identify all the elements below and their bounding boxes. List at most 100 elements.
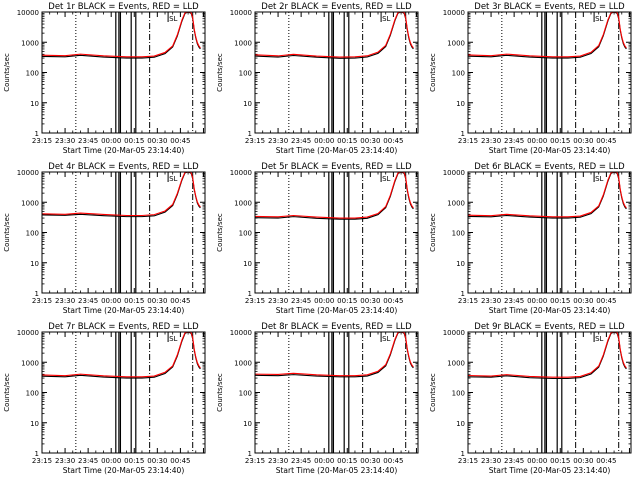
x-tick-label: 23:15 xyxy=(245,457,265,465)
x-tick-label: 23:45 xyxy=(291,137,311,145)
y-tick-label: 1000 xyxy=(21,199,39,207)
x-tick-label: 00:45 xyxy=(596,297,616,305)
series-line-lld xyxy=(255,172,414,219)
x-tick-label: 23:15 xyxy=(245,297,265,305)
chart-panel-9: Det 9r BLACK = Events, RED = LLD Counts/s… xyxy=(429,322,632,475)
plot-frame xyxy=(467,331,632,454)
chart-title: Det 8r BLACK = Events, RED = LLD xyxy=(261,322,412,332)
flag-label: SL xyxy=(382,335,390,343)
x-axis-label: Start Time (20-Mar-05 23:14:40) xyxy=(489,146,611,155)
y-tick-label: 10 xyxy=(243,100,252,108)
plot-frame xyxy=(41,331,206,454)
x-axis-label: Start Time (20-Mar-05 23:14:40) xyxy=(63,466,185,475)
x-tick-label: 00:15 xyxy=(550,297,570,305)
series-line-lld xyxy=(42,332,201,378)
chart-title: Det 7r BLACK = Events, RED = LLD xyxy=(48,322,199,332)
y-tick-label: 1000 xyxy=(447,359,465,367)
y-tick-label: 10 xyxy=(243,260,252,268)
chart-title: Det 4r BLACK = Events, RED = LLD xyxy=(48,162,199,172)
x-tick-label: 23:45 xyxy=(504,297,524,305)
x-tick-label: 23:45 xyxy=(291,457,311,465)
x-tick-label: 00:30 xyxy=(360,457,380,465)
series-line-lld xyxy=(42,172,201,217)
x-tick-label: 00:00 xyxy=(314,137,334,145)
chart-panel-3: Det 3r BLACK = Events, RED = LLD Counts/s… xyxy=(429,2,632,155)
chart-title: Det 5r BLACK = Events, RED = LLD xyxy=(261,162,412,172)
x-tick-label: 00:45 xyxy=(170,457,190,465)
x-tick-label: 00:30 xyxy=(573,457,593,465)
y-axis-label: Counts/sec xyxy=(3,213,11,252)
flag-label: SL xyxy=(169,175,177,183)
x-tick-label: 00:45 xyxy=(383,457,403,465)
x-tick-label: 23:30 xyxy=(481,457,501,465)
chart-panel-2: Det 2r BLACK = Events, RED = LLD Counts/s… xyxy=(216,2,419,155)
x-tick-label: 00:00 xyxy=(314,457,334,465)
x-tick-label: 00:30 xyxy=(360,297,380,305)
x-tick-label: 23:30 xyxy=(268,297,288,305)
x-tick-label: 00:45 xyxy=(383,137,403,145)
x-tick-label: 23:30 xyxy=(55,297,75,305)
chart-title: Det 6r BLACK = Events, RED = LLD xyxy=(474,162,625,172)
x-tick-label: 00:15 xyxy=(337,457,357,465)
plot-frame xyxy=(254,331,419,454)
x-tick-label: 23:15 xyxy=(32,137,52,145)
y-tick-label: 10000 xyxy=(443,329,465,337)
x-tick-label: 00:45 xyxy=(596,457,616,465)
y-tick-label: 10 xyxy=(30,100,39,108)
y-tick-label: 1000 xyxy=(21,39,39,47)
plot-frame xyxy=(41,11,206,134)
y-tick-label: 10000 xyxy=(230,329,252,337)
y-tick-label: 1 xyxy=(461,450,465,458)
y-tick-label: 10000 xyxy=(17,169,39,177)
x-tick-label: 23:15 xyxy=(458,457,478,465)
chart-title: Det 1r BLACK = Events, RED = LLD xyxy=(48,2,199,12)
x-tick-label: 23:30 xyxy=(55,137,75,145)
x-tick-label: 23:30 xyxy=(481,137,501,145)
x-tick-label: 23:45 xyxy=(504,457,524,465)
x-tick-label: 00:15 xyxy=(124,137,144,145)
x-tick-label: 00:45 xyxy=(170,137,190,145)
x-tick-label: 00:30 xyxy=(147,137,167,145)
x-tick-label: 00:15 xyxy=(337,137,357,145)
x-tick-label: 00:00 xyxy=(527,137,547,145)
y-tick-label: 1 xyxy=(35,290,39,298)
x-axis-label: Start Time (20-Mar-05 23:14:40) xyxy=(63,146,185,155)
y-tick-label: 100 xyxy=(239,390,252,398)
x-tick-label: 23:15 xyxy=(245,137,265,145)
x-tick-label: 00:15 xyxy=(124,457,144,465)
x-tick-label: 23:45 xyxy=(78,137,98,145)
y-tick-label: 10 xyxy=(456,100,465,108)
flag-label: SL xyxy=(382,175,390,183)
x-axis-label: Start Time (20-Mar-05 23:14:40) xyxy=(276,466,398,475)
x-tick-label: 00:15 xyxy=(550,457,570,465)
y-tick-label: 1 xyxy=(248,450,252,458)
x-axis-label: Start Time (20-Mar-05 23:14:40) xyxy=(276,146,398,155)
plot-frame xyxy=(41,171,206,294)
chart-panel-7: Det 7r BLACK = Events, RED = LLD Counts/s… xyxy=(3,322,206,475)
x-tick-label: 23:45 xyxy=(291,297,311,305)
y-tick-label: 100 xyxy=(239,230,252,238)
y-tick-label: 100 xyxy=(452,70,465,78)
y-tick-label: 100 xyxy=(239,70,252,78)
y-tick-label: 100 xyxy=(26,230,39,238)
y-tick-label: 10000 xyxy=(443,9,465,17)
y-tick-label: 10 xyxy=(30,420,39,428)
series-line-lld xyxy=(42,12,201,58)
x-tick-label: 00:00 xyxy=(527,297,547,305)
y-axis-label: Counts/sec xyxy=(216,373,224,412)
x-tick-label: 00:00 xyxy=(101,457,121,465)
y-axis-label: Counts/sec xyxy=(429,373,437,412)
flag-label: SL xyxy=(169,15,177,23)
y-tick-label: 1000 xyxy=(234,39,252,47)
series-line-lld xyxy=(468,332,627,378)
x-tick-label: 23:45 xyxy=(504,137,524,145)
y-tick-label: 10000 xyxy=(17,9,39,17)
x-tick-label: 00:30 xyxy=(360,137,380,145)
x-tick-label: 00:00 xyxy=(314,297,334,305)
y-tick-label: 100 xyxy=(452,230,465,238)
series-line-lld xyxy=(255,12,414,58)
flag-label: SL xyxy=(595,175,603,183)
plot-frame xyxy=(254,11,419,134)
x-tick-label: 23:15 xyxy=(458,297,478,305)
x-tick-label: 00:15 xyxy=(124,297,144,305)
